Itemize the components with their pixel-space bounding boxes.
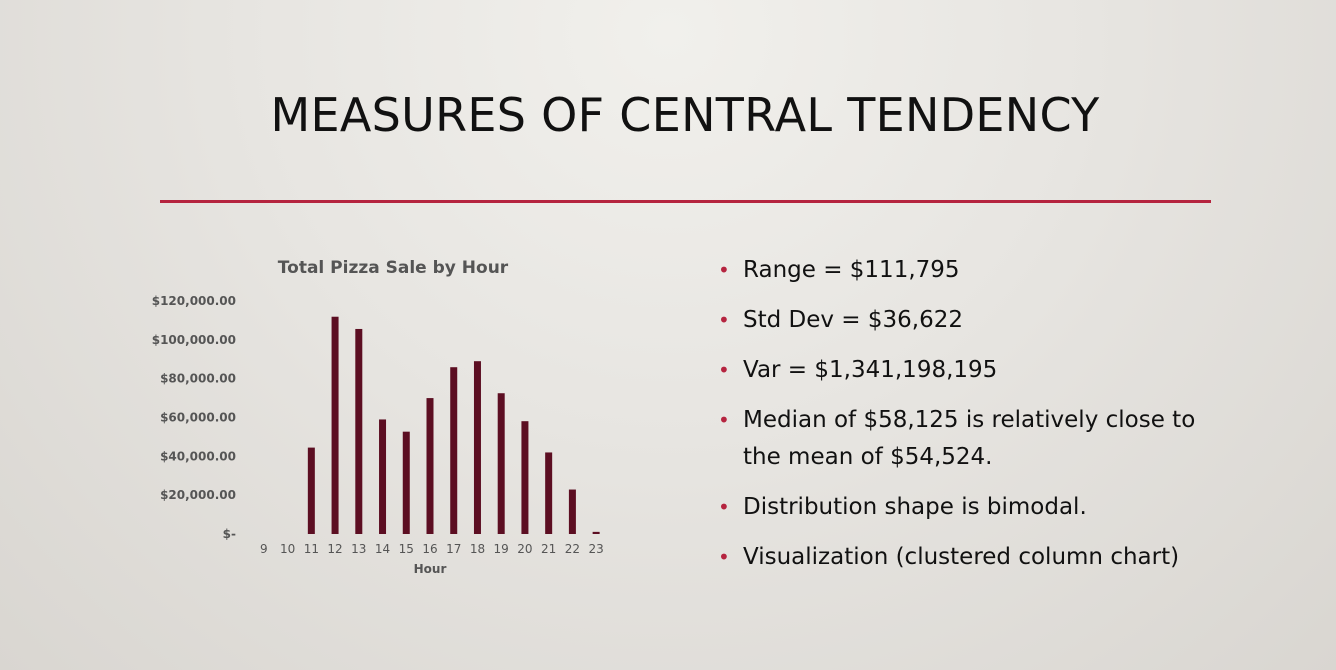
column-chart: $- $20,000.00 $40,000.00 $60,000.00 $80,000.… [152, 294, 604, 576]
x-tick-label: 17 [446, 542, 461, 556]
y-tick-label: $120,000.00 [152, 294, 236, 308]
bullet-text: Distribution shape is bimodal. [743, 494, 1087, 520]
bullet-dot-icon: • [718, 308, 730, 332]
x-tick-label: 12 [327, 542, 342, 556]
bullet-text: Range = $111,795 [743, 257, 960, 283]
bullet-median: • Median of $58,125 is relatively close t… [718, 402, 1218, 476]
bullet-dot-icon: • [718, 545, 730, 569]
bullet-visualization: • Visualization (clustered column chart) [718, 539, 1218, 576]
bullet-text: Median of $58,125 is relatively close to… [743, 407, 1196, 470]
bullet-list: • Range = $111,795 • Std Dev = $36,622 • Va… [718, 252, 1218, 589]
bullet-dot-icon: • [718, 408, 730, 432]
bar-hour-18 [473, 361, 481, 534]
x-tick-label: 14 [375, 542, 390, 556]
title-divider [160, 200, 1211, 203]
bullet-range: • Range = $111,795 [718, 252, 1218, 289]
chart-title: Total Pizza Sale by Hour [277, 258, 509, 278]
bar-hour-21 [545, 452, 553, 534]
bar-hour-11 [307, 447, 315, 534]
bar-hour-17 [450, 367, 458, 534]
bar-hour-20 [521, 421, 529, 534]
y-tick-label: $40,000.00 [160, 449, 236, 463]
y-tick-label: $60,000.00 [160, 411, 236, 425]
x-tick-label: 20 [517, 542, 532, 556]
bullet-std-dev: • Std Dev = $36,622 [718, 302, 1218, 339]
x-tick-label: 13 [351, 542, 366, 556]
x-tick-label: 18 [470, 542, 485, 556]
x-tick-label: 10 [280, 542, 295, 556]
bar-hour-22 [568, 489, 576, 534]
x-tick-label: 19 [494, 542, 509, 556]
bullet-text: Var = $1,341,198,195 [743, 357, 998, 383]
bar-hour-13 [355, 328, 363, 534]
bar-hour-14 [379, 419, 387, 534]
x-tick-label: 11 [304, 542, 319, 556]
y-tick-label: $- [223, 527, 236, 541]
bullet-text: Visualization (clustered column chart) [743, 544, 1180, 570]
y-tick-label: $20,000.00 [160, 488, 236, 502]
x-tick-label: 16 [422, 542, 437, 556]
bar-hour-12 [331, 316, 339, 534]
y-tick-label: $100,000.00 [152, 333, 236, 347]
bar-hour-16 [426, 398, 434, 534]
bar-hour-15 [402, 431, 410, 534]
y-tick-label: $80,000.00 [160, 372, 236, 386]
bar-hour-23 [592, 531, 600, 534]
x-axis-label: Hour [414, 562, 447, 576]
bullet-dot-icon: • [718, 358, 730, 382]
bar-hour-19 [497, 393, 505, 534]
slide-title: MEASURES OF CENTRAL TENDENCY [270, 88, 1100, 142]
bullet-distribution: • Distribution shape is bimodal. [718, 489, 1218, 526]
x-tick-label: 21 [541, 542, 556, 556]
bullet-dot-icon: • [718, 495, 730, 519]
bullet-variance: • Var = $1,341,198,195 [718, 352, 1218, 389]
bullet-dot-icon: • [718, 258, 730, 282]
bullet-text: Std Dev = $36,622 [743, 307, 964, 333]
x-tick-label: 23 [588, 542, 603, 556]
x-tick-label: 15 [399, 542, 414, 556]
x-tick-label: 9 [260, 542, 268, 556]
x-tick-label: 22 [565, 542, 580, 556]
